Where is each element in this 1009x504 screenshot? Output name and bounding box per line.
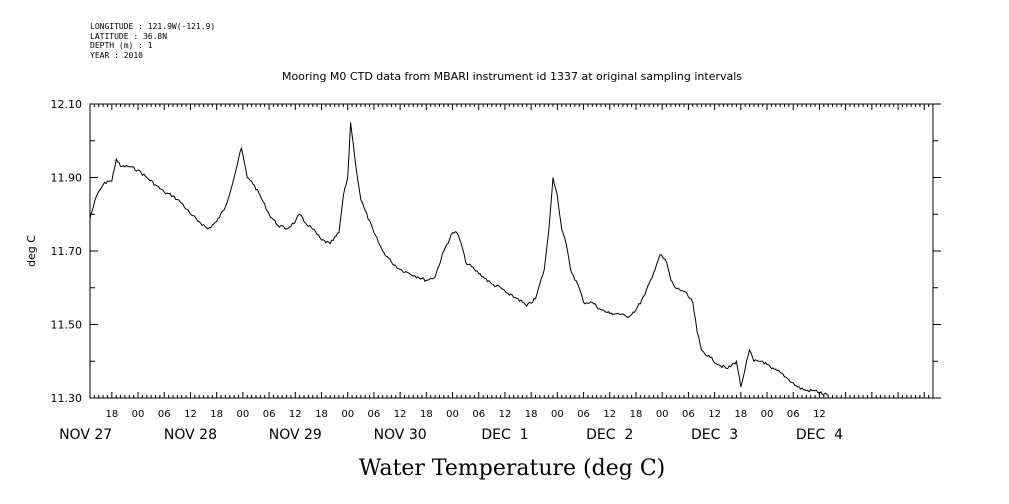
x-day-label: DEC 2 — [586, 427, 633, 443]
x-hour-label: 18 — [315, 409, 328, 420]
x-hour-label: 06 — [472, 409, 485, 420]
x-hour-label: 00 — [656, 409, 669, 420]
x-hour-label: 12 — [708, 409, 721, 420]
x-day-label: DEC 4 — [796, 427, 843, 443]
x-hour-label: 00 — [237, 409, 250, 420]
plot-frame — [89, 103, 934, 399]
x-hour-label: 00 — [132, 409, 145, 420]
x-hour-label: 00 — [446, 409, 459, 420]
x-hour-label: 00 — [551, 409, 564, 420]
x-day-label: DEC 3 — [691, 427, 738, 443]
x-hour-label: 06 — [368, 409, 381, 420]
y-axis-label: deg C — [25, 235, 38, 267]
axis-ticks — [89, 103, 941, 399]
x-hour-label: 00 — [761, 409, 774, 420]
x-hour-label: 12 — [184, 409, 197, 420]
x-hour-label: 06 — [263, 409, 276, 420]
chart-title: Mooring M0 CTD data from MBARI instrumen… — [282, 70, 742, 83]
location-metadata: LONGITUDE : 121.9W(-121.9) LATITUDE : 36… — [90, 22, 215, 60]
y-tick-label: 12.10 — [51, 98, 83, 111]
year-text: YEAR : 2010 — [90, 50, 143, 60]
temperature-series-line — [89, 122, 829, 395]
x-hour-label: 12 — [289, 409, 302, 420]
x-hour-label: 18 — [525, 409, 538, 420]
longitude-text: LONGITUDE : 121.9W(-121.9) — [90, 22, 216, 31]
x-hour-label: 18 — [420, 409, 433, 420]
depth-text: DEPTH (m) : 1 — [90, 41, 153, 50]
latitude-text: LATITUDE : 36.8N — [90, 31, 168, 41]
x-hour-label: 12 — [394, 409, 407, 420]
y-tick-label: 11.50 — [51, 319, 83, 332]
x-hour-label: 00 — [341, 409, 354, 420]
x-day-label: NOV 28 — [164, 427, 217, 443]
y-tick-label: 11.90 — [51, 172, 83, 185]
x-hour-label: 06 — [682, 409, 695, 420]
y-tick-labels: 11.30 11.50 11.70 11.90 12.10 — [51, 98, 83, 405]
x-axis-label: Water Temperature (deg C) — [359, 456, 666, 481]
x-hour-label: 12 — [813, 409, 826, 420]
y-tick-label: 11.30 — [51, 392, 83, 405]
x-hour-label: 18 — [630, 409, 643, 420]
x-day-label: DEC 1 — [481, 427, 528, 443]
x-hour-label: 06 — [787, 409, 800, 420]
x-day-label: NOV 27 — [59, 427, 112, 443]
x-day-label: NOV 29 — [269, 427, 322, 443]
x-day-label: NOV 30 — [374, 427, 427, 443]
x-hour-label: 12 — [499, 409, 512, 420]
y-tick-label: 11.70 — [51, 245, 83, 258]
x-tick-labels: 18 00 06 12 18 00 06 12 18 00 06 12 18 00 06 12 18 00 06 12… — [59, 409, 843, 443]
x-hour-label: 18 — [734, 409, 747, 420]
x-hour-label: 06 — [158, 409, 171, 420]
x-hour-label: 06 — [577, 409, 590, 420]
x-hour-label: 18 — [105, 409, 118, 420]
x-hour-label: 12 — [603, 409, 616, 420]
x-hour-label: 18 — [210, 409, 223, 420]
